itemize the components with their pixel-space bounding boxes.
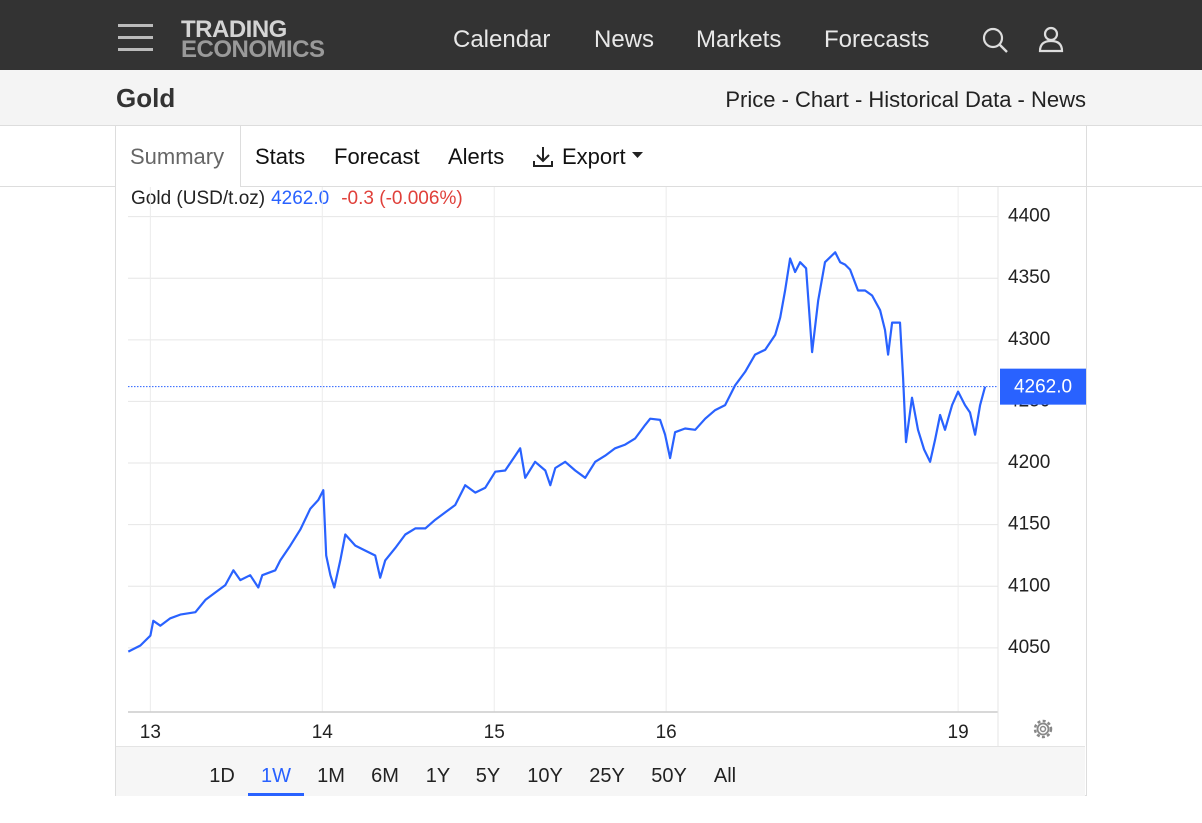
price-line	[127, 251, 987, 653]
x-tick-label: 13	[140, 722, 161, 743]
range-button[interactable]: 5Y	[475, 765, 501, 787]
y-tick-label: 4050	[1008, 637, 1050, 658]
range-underline	[248, 793, 304, 796]
range-button[interactable]: All	[713, 765, 737, 787]
last-price-label: 4262.0	[1014, 377, 1072, 398]
x-tick-label: 19	[948, 722, 969, 743]
y-tick-label: 4200	[1008, 452, 1050, 473]
tab[interactable]: Export	[562, 144, 626, 169]
y-tick-label: 4100	[1008, 575, 1050, 596]
x-tick-label: 15	[484, 722, 505, 743]
sub-bar: Gold Price - Chart - Historical Data - N…	[0, 70, 1202, 126]
chart-header: Gold (USD/t.oz) 4262.0 -0.3 (-0.006%)	[131, 188, 463, 209]
nav-link[interactable]: Markets	[696, 26, 782, 53]
range-bar	[116, 746, 1085, 796]
range-button[interactable]: 25Y	[589, 765, 625, 787]
user-icon[interactable]	[1038, 26, 1066, 54]
y-tick-label: 4300	[1008, 329, 1050, 350]
range-button[interactable]: 50Y	[651, 765, 687, 787]
tab[interactable]: Stats	[255, 144, 306, 169]
nav-link[interactable]: News	[594, 26, 655, 53]
range-button[interactable]: 1Y	[425, 765, 451, 787]
last-price-box	[1000, 368, 1086, 405]
nav-link[interactable]: Forecasts	[824, 26, 930, 53]
top-bar: TRADING ECONOMICS Calendar News Markets …	[0, 0, 1202, 70]
tab-selected	[116, 126, 241, 187]
price-change: -0.3 (-0.006%)	[341, 188, 462, 209]
page-title: Gold	[116, 83, 176, 113]
tab[interactable]: Alerts	[448, 144, 505, 169]
header-links[interactable]: Price - Chart - Historical Data - News	[725, 87, 1086, 112]
plot: 4050410041504200425043004350440013141516…	[127, 187, 1086, 746]
menu-icon[interactable]	[118, 24, 154, 52]
range-button[interactable]: 1M	[317, 765, 345, 787]
search-icon[interactable]	[982, 27, 1010, 55]
y-tick-label: 4400	[1008, 206, 1050, 227]
download-icon	[533, 147, 553, 167]
y-tick-label: 4150	[1008, 514, 1050, 535]
logo-line: TRADING	[181, 16, 287, 43]
tab[interactable]: Forecast	[334, 144, 420, 169]
x-tick-label: 14	[312, 722, 334, 743]
last-price: 4262.0	[271, 188, 329, 209]
x-tick-label: 16	[656, 722, 677, 743]
chart-title: Gold (USD/t.oz)	[131, 188, 265, 209]
y-tick-label: 4350	[1008, 267, 1050, 288]
range-button[interactable]: 10Y	[527, 765, 563, 787]
logo-line: ECONOMICS	[181, 36, 325, 63]
logo[interactable]: TRADING ECONOMICS	[181, 16, 325, 63]
tab[interactable]: Summary	[130, 144, 225, 169]
range-button[interactable]: 6M	[371, 765, 399, 787]
caret-icon	[632, 152, 643, 158]
tabs-row	[0, 126, 1202, 187]
nav-link[interactable]: Calendar	[453, 26, 551, 53]
settings-icon[interactable]	[1033, 719, 1053, 739]
range-button[interactable]: 1W	[261, 765, 291, 787]
range-button[interactable]: 1D	[209, 765, 235, 787]
